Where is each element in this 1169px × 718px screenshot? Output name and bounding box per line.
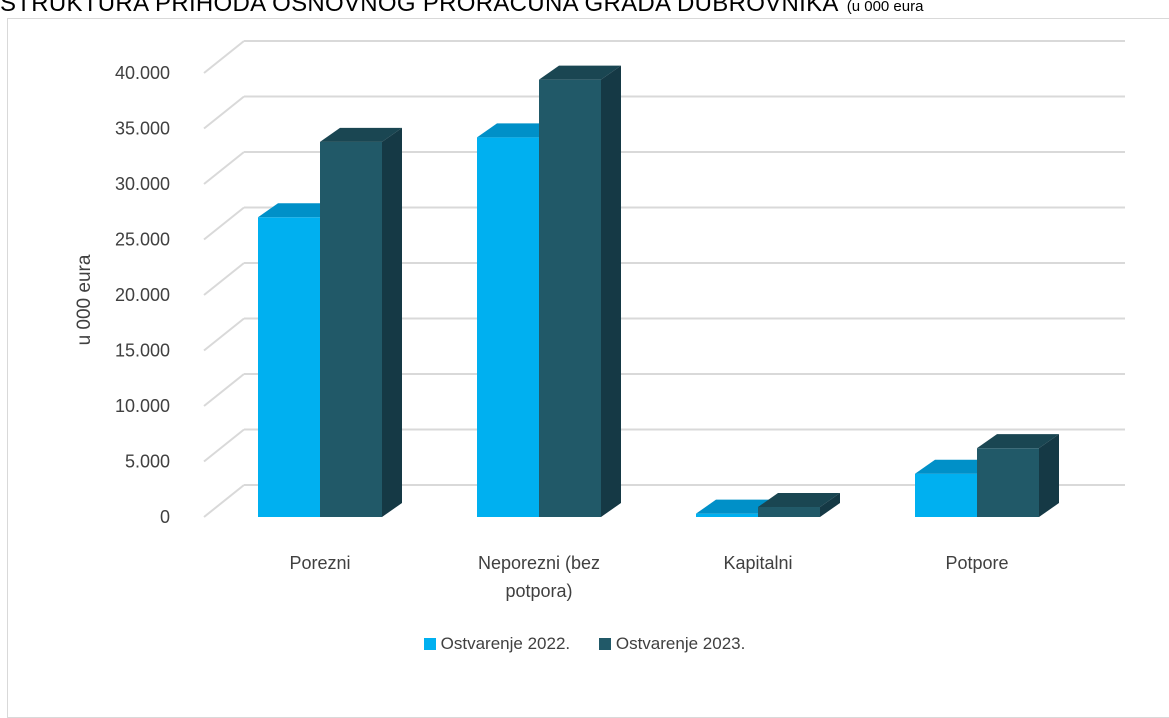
x-category-label: Porezni	[289, 553, 350, 573]
bar-top	[320, 127, 402, 142]
x-category-label: potpora)	[505, 581, 572, 601]
bar-top	[258, 203, 340, 218]
y-tick-label: 30.000	[115, 174, 170, 194]
gridline-diagonal	[203, 206, 245, 241]
chart-unit-note: (u 000 eura	[846, 0, 924, 15]
chart-title: STRUKTURA PRIHODA OSNOVNOG PRORAČUNA GRA…	[0, 0, 839, 17]
y-tick-label: 0	[160, 507, 170, 527]
bar-top	[539, 65, 621, 80]
gridline-diagonal	[203, 428, 245, 463]
bar-top	[977, 434, 1059, 449]
gridline-diagonal	[203, 317, 245, 352]
bar-side	[820, 493, 840, 517]
legend-swatch-2023	[598, 638, 611, 650]
y-tick-label: 35.000	[115, 119, 170, 139]
y-tick-label: 40.000	[115, 63, 170, 83]
gridline-diagonal	[203, 484, 245, 518]
gridline-diagonal	[203, 95, 245, 130]
bar	[758, 507, 820, 517]
y-tick-label: 10.000	[115, 396, 170, 416]
legend: Ostvarenje 2022. Ostvarenje 2023.	[0, 634, 1169, 654]
bar	[258, 217, 320, 518]
legend-item-2022: Ostvarenje 2022.	[423, 634, 571, 654]
bar-chart: 0 5.000 10.000 15.000 20.000 25.000 30.000 35.0…	[74, 40, 1125, 601]
bar-top	[915, 459, 997, 474]
bar-top	[696, 499, 778, 514]
x-category-label: Neporezni (bez	[478, 553, 600, 573]
bar	[320, 141, 382, 517]
y-tick-label: 15.000	[115, 341, 170, 361]
gridline-diagonal	[203, 262, 245, 296]
bar-side	[382, 127, 402, 517]
y-tick-label: 5.000	[125, 452, 170, 472]
legend-label-2022: Ostvarenje 2022.	[440, 634, 571, 653]
y-tick-label: 20.000	[115, 285, 170, 305]
legend-label-2023: Ostvarenje 2023.	[615, 634, 746, 653]
y-axis-label: u 000 eura	[74, 254, 95, 345]
x-category-label: Potpore	[945, 553, 1008, 573]
bar	[539, 79, 601, 517]
bar	[977, 448, 1039, 517]
chart-title-row: STRUKTURA PRIHODA OSNOVNOG PRORAČUNA GRA…	[0, 0, 1169, 20]
legend-swatch-2022	[423, 638, 436, 650]
bar-side	[601, 65, 621, 517]
bar-side	[1039, 434, 1059, 517]
y-tick-label: 25.000	[115, 230, 170, 250]
gridline-diagonal	[203, 373, 245, 407]
legend-item-2023: Ostvarenje 2023.	[598, 634, 746, 654]
gridline-diagonal	[203, 151, 245, 185]
gridline-diagonal	[203, 40, 245, 74]
bar-top	[758, 493, 840, 508]
bar	[696, 513, 758, 517]
bar-top	[477, 123, 559, 138]
x-category-label: Kapitalni	[723, 553, 792, 573]
bar	[915, 473, 977, 517]
bar	[477, 137, 539, 517]
